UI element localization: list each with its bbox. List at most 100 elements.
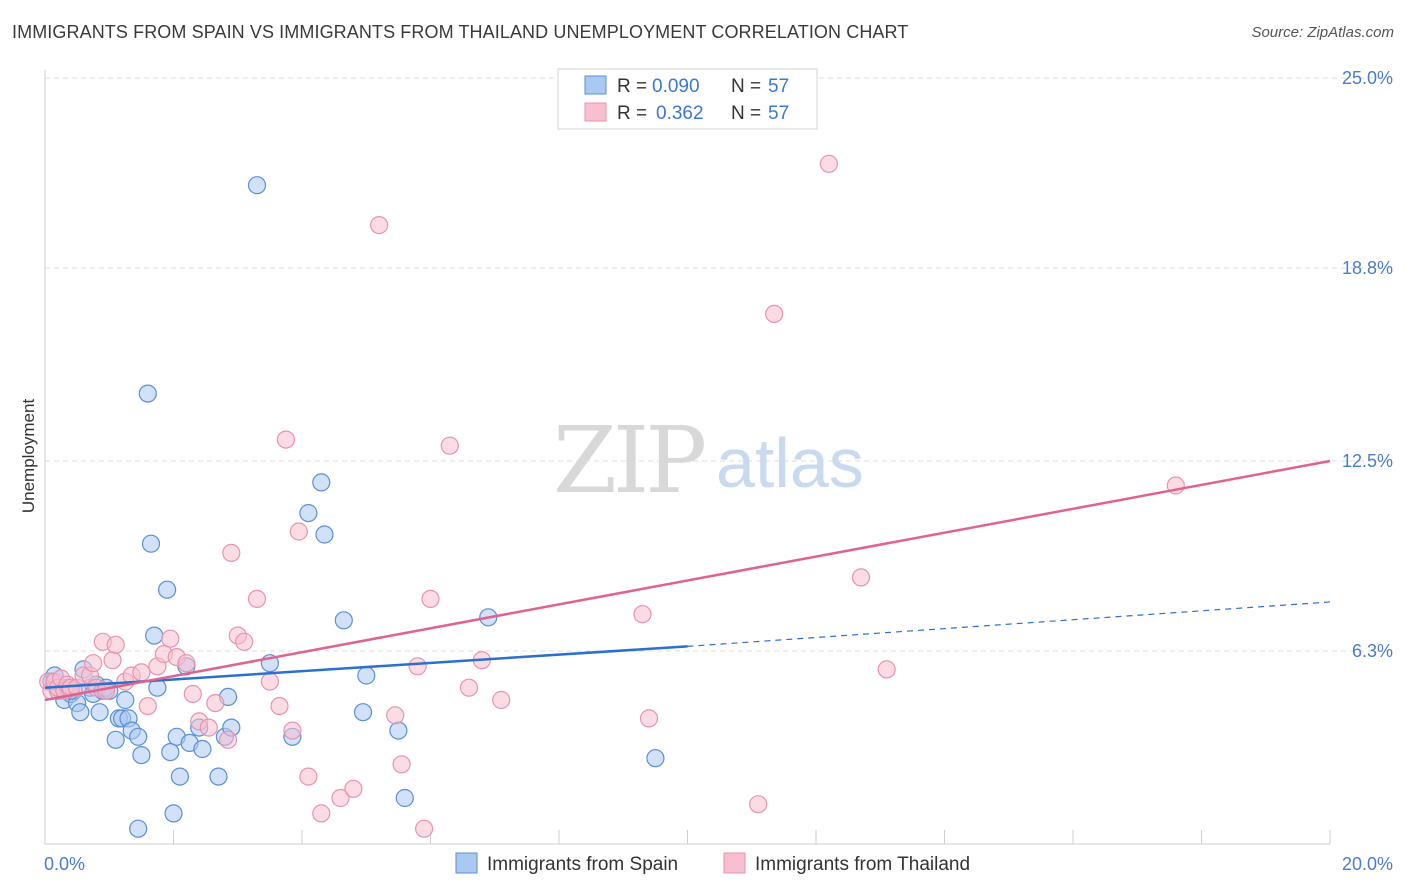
- thailand-point: [270, 696, 289, 716]
- thailand-point: [299, 767, 318, 786]
- thailand-point: [392, 755, 411, 774]
- y-tick-label: 25.0%: [1342, 68, 1393, 88]
- thailand-point: [283, 721, 302, 740]
- y-tick-label: 12.5%: [1342, 451, 1393, 471]
- y-tick-label: 6.3%: [1352, 641, 1393, 661]
- thailand-point: [289, 522, 308, 541]
- thailand-trend-line: [44, 459, 1331, 702]
- spain-point: [193, 739, 212, 759]
- thailand-point: [492, 690, 511, 710]
- legend-n-value-spain: 57: [768, 76, 789, 97]
- bottom-legend-label-thailand: Immigrants from Thailand: [755, 854, 970, 875]
- thailand-point: [408, 657, 427, 676]
- thailand-point: [199, 718, 218, 737]
- thailand-point: [132, 663, 151, 682]
- legend-top: R = 0.090 N = 57 R = 0.362 N = 57: [557, 68, 818, 130]
- thailand-point: [84, 654, 103, 673]
- spain-point: [132, 745, 151, 765]
- watermark-atlas: atlas: [716, 424, 864, 502]
- watermark-zip: ZIP: [553, 407, 704, 514]
- thailand-point: [344, 779, 363, 798]
- legend-r-value-spain: 0.090: [652, 76, 700, 97]
- thailand-point: [206, 693, 225, 713]
- gridlines: [45, 77, 1393, 652]
- thailand-point: [235, 632, 254, 651]
- spain-point: [145, 626, 164, 645]
- spain-point: [71, 703, 90, 722]
- thailand-point: [415, 819, 434, 838]
- x-tick-marks: [44, 830, 1331, 844]
- bottom-legend-label-spain: Immigrants from Spain: [487, 854, 678, 875]
- thailand-point: [222, 543, 241, 563]
- spain-point: [170, 767, 189, 786]
- legend-n-label-spain: N =: [731, 76, 761, 97]
- spain-point: [247, 176, 267, 195]
- thailand-point: [276, 430, 295, 449]
- trend-lines: [44, 459, 1331, 702]
- thailand-point: [183, 684, 202, 704]
- spain-point: [106, 730, 125, 749]
- spain-point: [129, 727, 148, 746]
- thailand-point: [421, 589, 440, 609]
- y-tick-labels: 6.3% 12.5% 18.8% 25.0%: [1342, 68, 1393, 661]
- thailand-point: [749, 795, 768, 814]
- thailand-point: [877, 660, 896, 679]
- spain-point: [158, 580, 177, 599]
- spain-point: [129, 819, 148, 838]
- thailand-point: [459, 678, 479, 697]
- spain-point: [389, 721, 408, 740]
- thailand-point: [260, 672, 279, 691]
- thailand-point: [440, 436, 459, 455]
- spain-point: [164, 804, 183, 823]
- thailand-point: [103, 651, 122, 670]
- thailand-point: [219, 730, 238, 749]
- thailand-point: [331, 788, 350, 808]
- x-tick-label-min: 0.0%: [44, 854, 85, 874]
- watermark: ZIP atlas: [553, 407, 864, 514]
- spain-point: [395, 788, 414, 808]
- spain-point: [353, 703, 373, 722]
- legend-n-value-thailand: 57: [768, 103, 789, 124]
- thailand-point: [177, 654, 196, 673]
- spain-point: [116, 690, 135, 710]
- spain-point: [141, 534, 161, 553]
- spain-trend-line-extension: [687, 601, 1331, 647]
- spain-point: [357, 666, 376, 685]
- legend-swatch-spain: [584, 75, 607, 95]
- spain-point: [299, 503, 318, 523]
- bottom-legend-swatch-spain: [455, 852, 478, 874]
- thailand-point: [247, 589, 267, 609]
- legend-r-label-thailand: R =: [617, 103, 647, 124]
- thailand-point: [639, 709, 659, 728]
- thailand-point: [370, 216, 389, 235]
- source-credit: Source: ZipAtlas.com: [1251, 24, 1394, 41]
- bottom-legend-swatch-thailand: [723, 852, 746, 874]
- legend-bottom: Immigrants from Spain Immigrants from Th…: [455, 852, 970, 875]
- spain-point: [209, 767, 228, 786]
- thailand-point: [851, 568, 871, 587]
- legend-n-label-thailand: N =: [731, 103, 761, 124]
- spain-point: [334, 611, 353, 630]
- thailand-point: [106, 635, 125, 654]
- y-tick-label: 18.8%: [1342, 258, 1393, 278]
- spain-point: [138, 384, 157, 403]
- y-axis-label: Unemployment: [19, 399, 38, 514]
- thailand-point: [161, 629, 180, 648]
- legend-r-value-thailand: 0.362: [656, 103, 704, 124]
- thailand-point: [765, 304, 784, 323]
- legend-swatch-thailand: [584, 102, 607, 122]
- spain-point: [315, 525, 334, 544]
- spain-point: [90, 703, 109, 722]
- spain-point: [646, 749, 665, 768]
- x-tick-label-max: 20.0%: [1342, 854, 1393, 874]
- spain-point: [312, 473, 331, 492]
- thailand-point: [819, 154, 839, 173]
- thailand-point: [386, 706, 405, 725]
- thailand-point: [138, 696, 157, 716]
- legend-r-label-spain: R =: [617, 76, 647, 97]
- thailand-point: [633, 605, 652, 624]
- thailand-point: [312, 804, 331, 823]
- chart-title: IMMIGRANTS FROM SPAIN VS IMMIGRANTS FROM…: [12, 22, 909, 42]
- spain-point: [161, 742, 180, 762]
